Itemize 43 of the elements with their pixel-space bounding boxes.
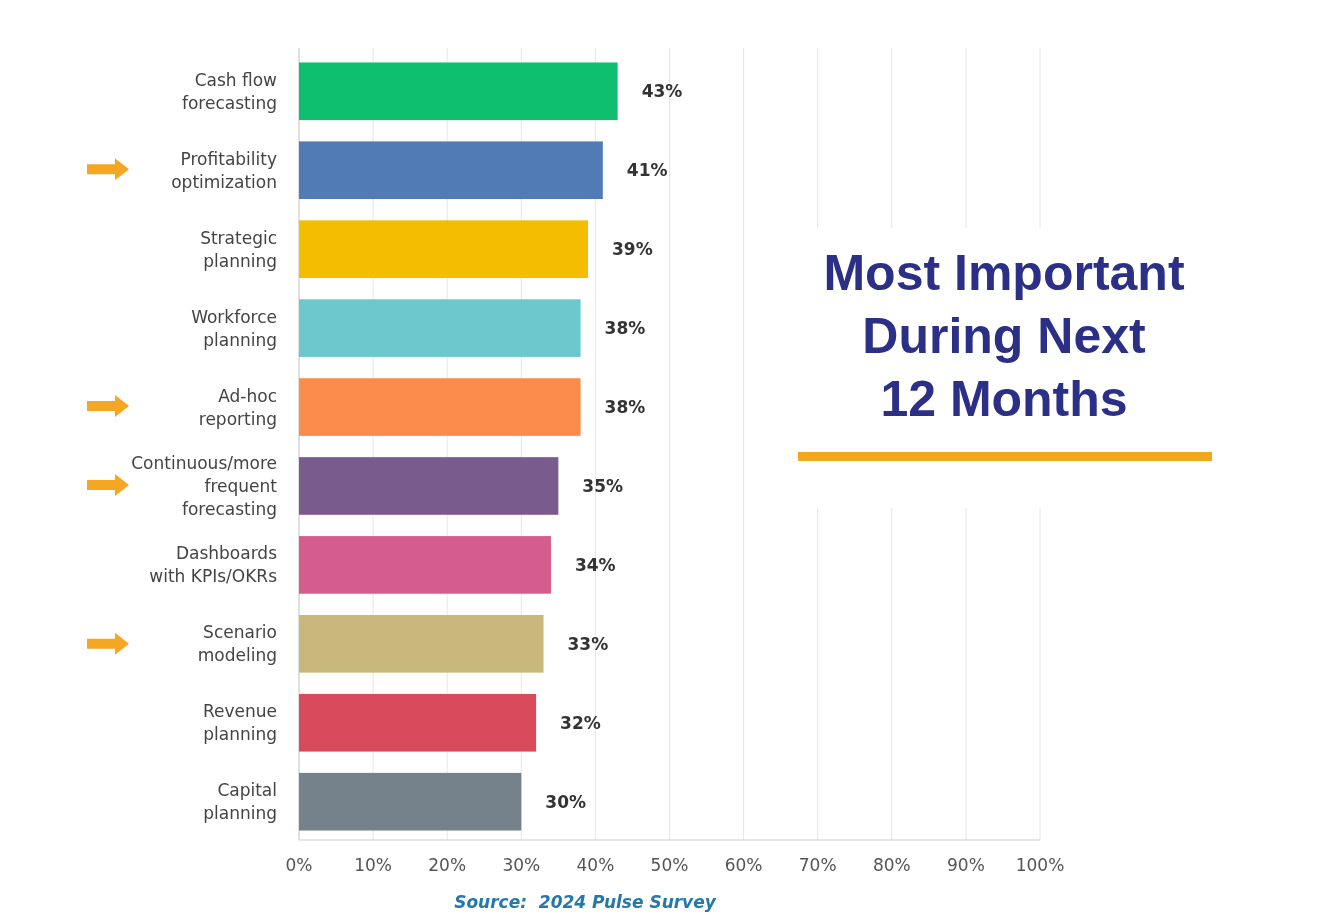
data-label: 41%	[626, 160, 668, 181]
text: Most Important During Next 12 Months	[823, 245, 1185, 427]
y-tick-label: Ad-hoc reporting	[198, 385, 277, 429]
x-tick-label: 30%	[502, 855, 541, 875]
x-tick-label: 70%	[798, 855, 837, 875]
y-tick-label: Revenue planning	[202, 701, 277, 745]
y-tick-label: Dashboards with KPIs/OKRs	[149, 543, 278, 587]
y-tick-label: Continuous/more frequent forecasting	[131, 452, 278, 519]
data-label: 35%	[582, 475, 624, 496]
bar	[299, 615, 544, 673]
y-tick-label: Cash flow forecasting	[181, 69, 278, 113]
data-label: 34%	[574, 554, 616, 575]
y-tick-label: Scenario modeling	[197, 622, 277, 666]
bar	[299, 772, 522, 831]
x-tick-label: 90%	[947, 855, 985, 875]
x-tick-label: 50%	[650, 855, 689, 875]
x-tick-label: 20%	[428, 855, 467, 875]
bar	[299, 457, 559, 515]
data-label: 33%	[567, 633, 609, 654]
y-tick-label: Strategic planning	[200, 227, 277, 271]
data-label: 38%	[604, 397, 646, 418]
bar	[299, 536, 551, 594]
data-label: 43%	[641, 81, 683, 102]
x-tick-label: 10%	[354, 855, 392, 875]
y-tick-label: Workforce planning	[191, 306, 277, 350]
x-tick-label: 80%	[872, 855, 911, 875]
x-tick-label: 40%	[576, 855, 615, 875]
y-tick-label: Profitability optimization	[171, 148, 277, 192]
bar	[299, 378, 581, 436]
bar	[299, 299, 581, 357]
source-note: Source: 2024 Pulse Survey	[454, 892, 717, 912]
bar	[299, 141, 603, 200]
x-tick-label: 0%	[285, 855, 313, 875]
data-label: 39%	[611, 239, 653, 260]
data-label: 38%	[604, 318, 646, 339]
data-label: 30%	[545, 791, 586, 812]
bar	[299, 220, 588, 278]
bar	[299, 62, 618, 121]
x-tick-label: 100%	[1015, 855, 1065, 875]
data-label: 32%	[560, 712, 601, 733]
x-tick-label: 60%	[724, 855, 763, 875]
y-tick-label: Capital planning	[203, 780, 277, 824]
bar	[299, 693, 537, 752]
